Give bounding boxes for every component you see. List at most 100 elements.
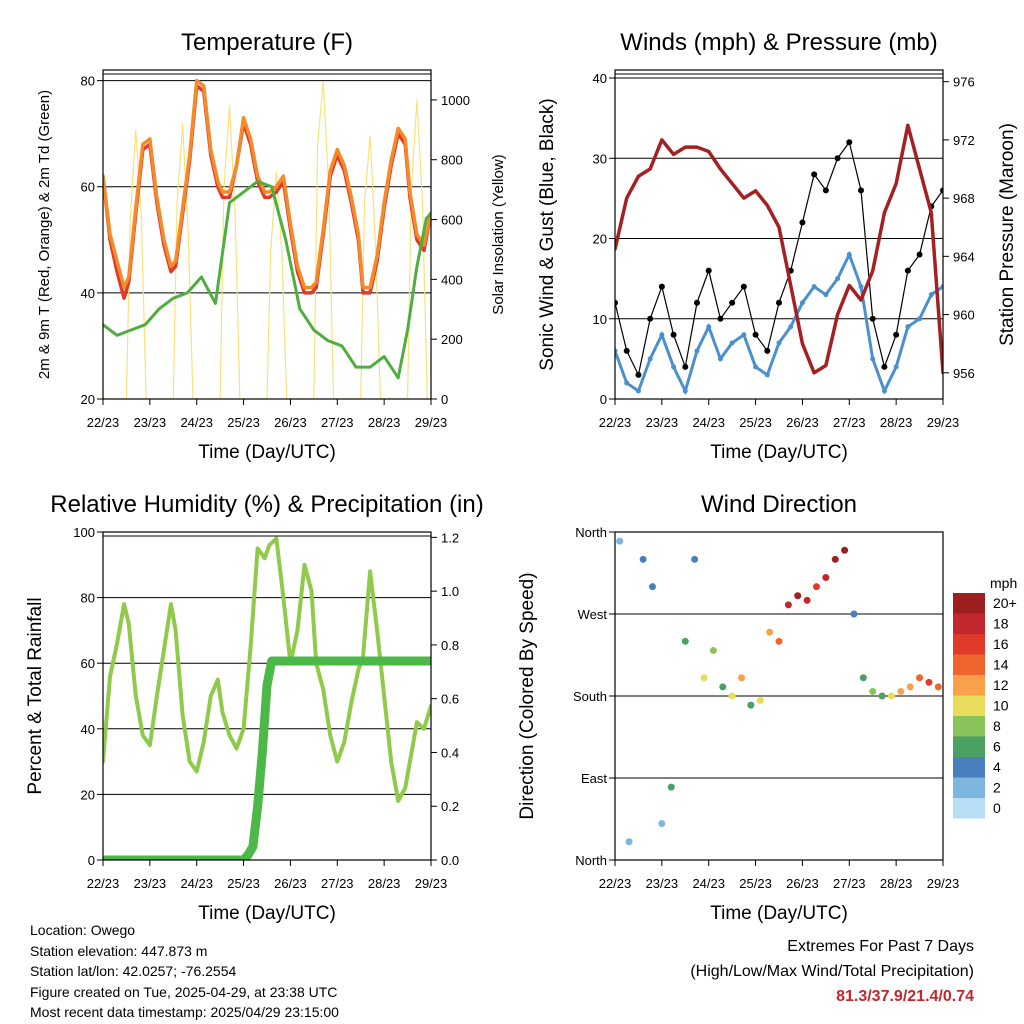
winds-ytick-right-label: 972 [953,133,975,148]
speed-legend-label: 14 [993,657,1009,673]
humidity-xlabel: Time (Day/UTC) [198,903,336,924]
humidity-ytick-label: 40 [81,722,95,737]
temperature-ytick-right-label: 200 [441,332,463,347]
humidity-frame [102,531,432,861]
direction-point [738,674,746,682]
direction-point [616,537,624,545]
direction-point [775,637,783,645]
humidity-xtick-label: 29/23 [415,876,448,891]
humidity-ytick-label: 100 [73,525,95,540]
temperature-ytick-label: 20 [81,392,95,407]
humidity-title: Relative Humidity (%) & Precipitation (i… [50,491,483,518]
humidity-ytick-label: 60 [81,656,95,671]
humidity-xtick-label: 27/23 [321,876,354,891]
winds-ytick-label: 10 [593,312,607,327]
direction-ytick-label: South [573,689,607,704]
speed-legend-swatch [953,757,985,778]
direction-xtick-label: 26/23 [786,876,819,891]
humidity-ytick-right-label: 0.2 [441,799,459,814]
winds-frame [614,69,944,400]
temperature-ylabel: 2m & 9m T (Red, Orange) & 2m Td (Green) [36,90,53,379]
humidity-xtick-label: 25/23 [227,876,260,891]
rh-line [103,536,431,803]
winds-ytick-label: 30 [593,151,607,166]
speed-legend-swatch [953,695,985,716]
temperature-xtick-label: 24/23 [180,415,213,430]
speed-legend: mph 20+ 18 16 14 12 10 8 6 4 2 0 [953,575,1017,819]
humidity-xtick-label: 24/23 [180,876,213,891]
speed-legend-label: 10 [993,698,1009,714]
winds-xtick-label: 22/23 [599,415,632,430]
created-text: Figure created on Tue, 2025-04-29, at 23… [30,983,338,1000]
direction-point [897,687,905,695]
wind-line [615,250,943,396]
direction-point [812,583,820,591]
recent-timestamp-text: Most recent data timestamp: 2025/04/29 2… [30,1004,339,1020]
winds-ytick-right-label: 956 [953,366,975,381]
direction-point [709,646,717,654]
winds-title: Winds (mph) & Pressure (mb) [620,29,937,56]
humidity-ytick-label: 0 [88,853,95,868]
direction-xtick-label: 27/23 [833,876,866,891]
winds-ytick-label: 40 [593,71,607,86]
speed-legend-swatch [953,675,985,696]
direction-point [691,555,699,563]
latlon-text: Station lat/lon: 42.0257; -76.2554 [30,963,237,979]
winds-xtick-label: 28/23 [880,415,913,430]
direction-point [625,838,633,846]
temperature-xtick-label: 27/23 [321,415,354,430]
pressure-line [615,123,943,375]
temperature-ytick-right-label: 1000 [441,93,470,108]
direction-ytick-label: North [575,525,607,540]
winds-xtick-label: 24/23 [692,415,725,430]
humidity-ytick-right-label: 0.0 [441,853,459,868]
direction-xtick-label: 24/23 [692,876,725,891]
direction-xtick-label: 28/23 [880,876,913,891]
temperature-ytick-label: 80 [81,74,95,89]
speed-legend-swatch [953,654,985,675]
winds-xtick-label: 27/23 [833,415,866,430]
temperature-frame [102,69,432,400]
direction-xtick-label: 29/23 [927,876,960,891]
direction-point [747,701,755,709]
temperature-ytick-right-label: 600 [441,213,463,228]
speed-legend-swatch [953,777,985,798]
winds-xtick-label: 26/23 [786,415,819,430]
temperature-xtick-label: 28/23 [368,415,401,430]
temperature-xtick-label: 29/23 [415,415,448,430]
direction-point [794,592,802,600]
speed-legend-swatch [953,613,985,634]
winds-xtick-label: 25/23 [739,415,772,430]
direction-point [878,692,886,700]
panel-direction: Wind Direction Time (Day/UTC) North East Sou… [517,491,959,924]
gust-line [615,140,943,377]
direction-point [841,546,849,554]
direction-xtick-label: 22/23 [599,876,632,891]
direction-point [822,574,830,582]
winds-ytick-right-label: 960 [953,308,975,323]
direction-ytick-label: North [575,853,607,868]
speed-legend-swatch [953,634,985,655]
solar-line [103,81,431,399]
speed-legend-label: 2 [993,780,1001,796]
direction-xtick-label: 23/23 [646,876,679,891]
direction-point [831,555,839,563]
direction-point [667,783,675,791]
elevation-text: Station elevation: 447.873 m [30,942,208,959]
humidity-ytick-right-label: 1.2 [441,530,459,545]
td-line [103,179,431,380]
humidity-plot-area [103,536,431,860]
panel-temperature: Temperature (F)Time (Day/UTC)20406080020… [36,29,507,463]
temperature-ytick-right-label: 0 [441,392,448,407]
winds-ytick-label: 0 [600,392,607,407]
winds-ylabel: Sonic Wind & Gust (Blue, Black) [537,98,558,370]
winds-ytick-label: 20 [593,232,607,247]
winds-xlabel: Time (Day/UTC) [710,442,848,463]
station-info: Location: Owego Station elevation: 447.8… [30,920,339,1023]
direction-point [925,678,933,686]
temperature-ytick-label: 60 [81,180,95,195]
temperature-plot-area [103,78,431,399]
direction-point [658,820,666,828]
speed-legend-label: 20+ [993,595,1017,611]
